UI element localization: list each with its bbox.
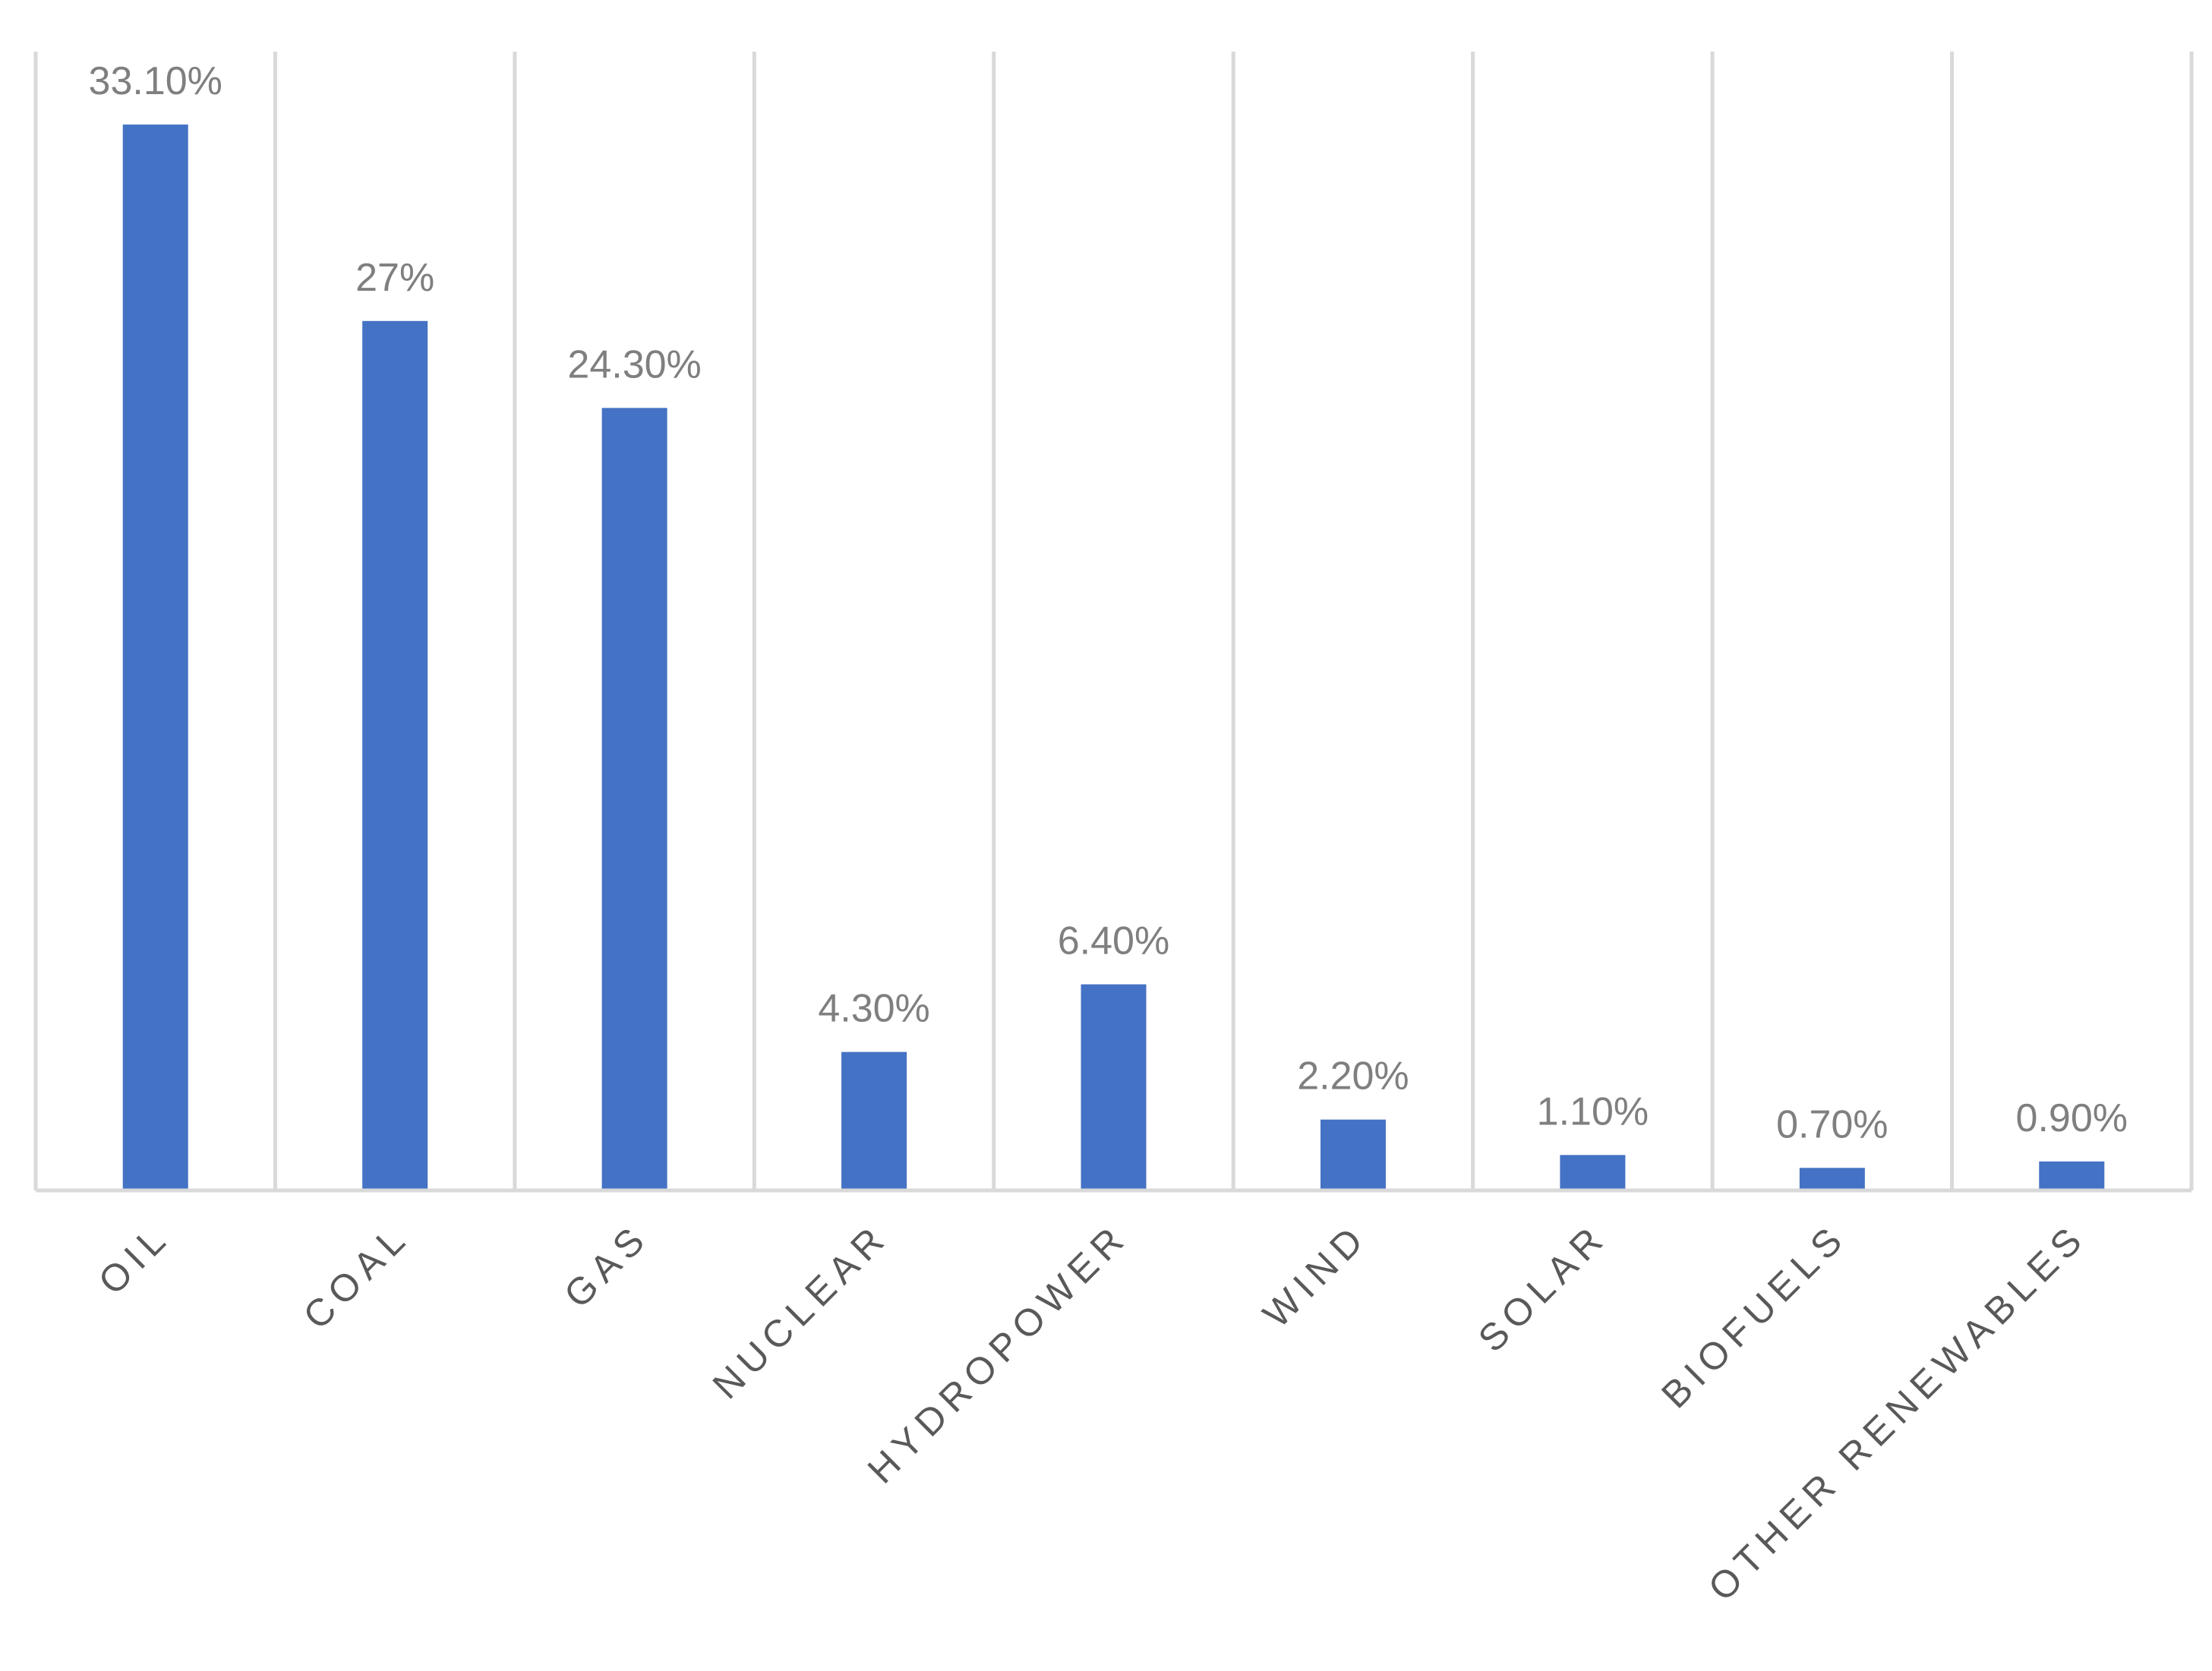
data-label: 24.30% <box>567 342 701 386</box>
bar-nuclear <box>841 1051 907 1190</box>
bar-biofuels <box>1799 1168 1865 1190</box>
data-label: 0.70% <box>1776 1102 1888 1146</box>
data-label: 6.40% <box>1058 919 1169 963</box>
bar-solar <box>1560 1155 1626 1190</box>
bar-wind <box>1320 1119 1386 1190</box>
data-label: 33.10% <box>89 59 222 103</box>
bar-oil <box>122 125 188 1190</box>
bar-gas <box>601 408 667 1190</box>
x-tick-label: NUCLEAR <box>705 1215 897 1407</box>
x-tick-label: BIOFUELS <box>1653 1215 1854 1416</box>
data-label: 2.20% <box>1297 1055 1409 1099</box>
x-tick-label: WIND <box>1254 1215 1375 1335</box>
x-tick-label: OTHER RENEWABLES <box>1700 1215 2094 1609</box>
data-label: 4.30% <box>818 987 929 1031</box>
grid-lines <box>33 52 2194 1190</box>
x-tick-label: HYDROPOWER <box>860 1215 1136 1491</box>
bar-coal <box>362 320 428 1190</box>
data-label: 27% <box>355 256 434 300</box>
x-tick-label: GAS <box>556 1215 657 1316</box>
bars <box>122 125 2105 1190</box>
bar-other-renewables <box>2039 1161 2105 1190</box>
x-tick-label: SOLAR <box>1470 1215 1615 1360</box>
data-label: 1.10% <box>1537 1089 1649 1133</box>
bar-hydropower <box>1081 984 1147 1190</box>
x-tick-label: COAL <box>295 1215 418 1337</box>
data-label: 0.90% <box>2016 1096 2128 1140</box>
data-labels: 33.10% 27% 24.30% 4.30% 6.40% 2.20% 1.10% 0.70%… <box>89 59 2128 1146</box>
x-tick-label: OIL <box>90 1215 178 1303</box>
